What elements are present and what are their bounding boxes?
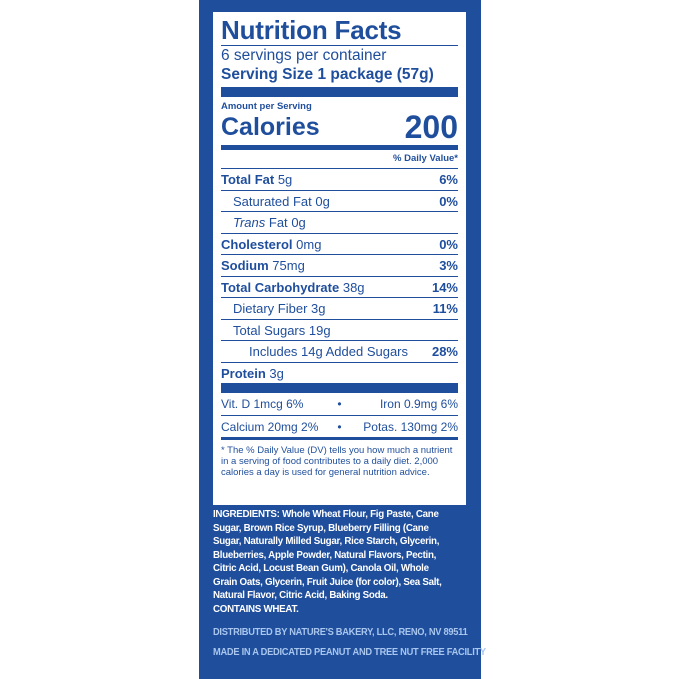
nutrition-facts-label: Nutrition Facts 6 servings per container… xyxy=(213,12,466,505)
facility-statement: MADE IN A DEDICATED PEANUT AND TREE NUT … xyxy=(213,647,486,658)
nutrient-name: Total Fat 5g xyxy=(221,172,293,187)
servings-per-container: 6 servings per container xyxy=(221,47,387,64)
distributor: DISTRIBUTED BY NATURE'S BAKERY, LLC, REN… xyxy=(213,627,468,638)
nutrient-name: Total Carbohydrate 38g xyxy=(221,279,365,295)
potassium: Potas. 130mg 2% xyxy=(363,420,458,434)
calories-row: Calories 200 xyxy=(221,109,458,145)
daily-value: 11% xyxy=(432,301,458,316)
ingredients: INGREDIENTS: Whole Wheat Flour, Fig Past… xyxy=(213,508,450,616)
daily-value: 28% xyxy=(431,344,458,359)
nutrient-row: Saturated Fat 0g 0% xyxy=(221,189,458,212)
nutrient-name: Cholesterol 0mg xyxy=(221,236,322,252)
nutrient-name: Saturated Fat 0g xyxy=(233,193,330,209)
daily-value: 14% xyxy=(431,279,458,295)
footnote: * The % Daily Value (DV) tells you how m… xyxy=(221,445,453,478)
nutrient-row: Total Carbohydrate 38g 14% xyxy=(221,275,458,298)
vitamin-d: Vit. D 1mcg 6% xyxy=(221,397,304,411)
nutrient-row: Cholesterol 0mg 0% xyxy=(221,232,458,255)
allergen-statement: CONTAINS WHEAT. xyxy=(213,602,299,615)
nutrient-name: Total Sugars 19g xyxy=(233,322,331,338)
nutrient-row: Protein 3g xyxy=(221,361,458,384)
daily-value: 3% xyxy=(439,258,458,273)
calories-label: Calories xyxy=(221,113,320,141)
ingredients-label: INGREDIENTS: xyxy=(213,508,280,520)
vitamin-row: Vit. D 1mcg 6% • Iron 0.9mg 6% xyxy=(221,393,458,415)
nutrient-name: Dietary Fiber 3g xyxy=(233,301,326,316)
serving-size: Serving Size 1 package (57g) xyxy=(221,66,434,83)
nutrient-row: Sodium 75mg 3% xyxy=(221,254,458,276)
calcium: Calcium 20mg 2% xyxy=(221,420,319,434)
nutrient-row: Total Fat 5g 6% xyxy=(221,168,458,190)
daily-value-header: % Daily Value* xyxy=(393,153,458,164)
nutrient-row: Dietary Fiber 3g 11% xyxy=(221,297,458,319)
daily-value: 0% xyxy=(439,193,458,209)
divider xyxy=(221,383,458,393)
nutrient-name: Protein 3g xyxy=(221,365,284,381)
nutrient-row: Trans Fat 0g xyxy=(221,211,458,233)
daily-value: 0% xyxy=(439,236,458,252)
amount-per-serving: Amount per Serving xyxy=(221,101,312,112)
iron: Iron 0.9mg 6% xyxy=(379,397,458,411)
nutrient-row: Total Sugars 19g xyxy=(221,318,458,341)
daily-value: 6% xyxy=(439,172,458,187)
vitamin-row: Calcium 20mg 2% • Potas. 130mg 2% xyxy=(221,415,458,437)
title: Nutrition Facts xyxy=(221,15,402,45)
nutrient-name: Sodium 75mg xyxy=(221,258,305,273)
nutrient-row: Includes 14g Added Sugars 28% xyxy=(221,340,458,362)
divider xyxy=(221,87,458,97)
divider xyxy=(221,145,458,150)
ingredients-text: Whole Wheat Flour, Fig Paste, Cane Sugar… xyxy=(213,508,442,601)
nutrient-name: Includes 14g Added Sugars xyxy=(249,344,409,359)
calories-value: 200 xyxy=(404,109,458,145)
nutrient-name: Trans Fat 0g xyxy=(233,215,306,230)
